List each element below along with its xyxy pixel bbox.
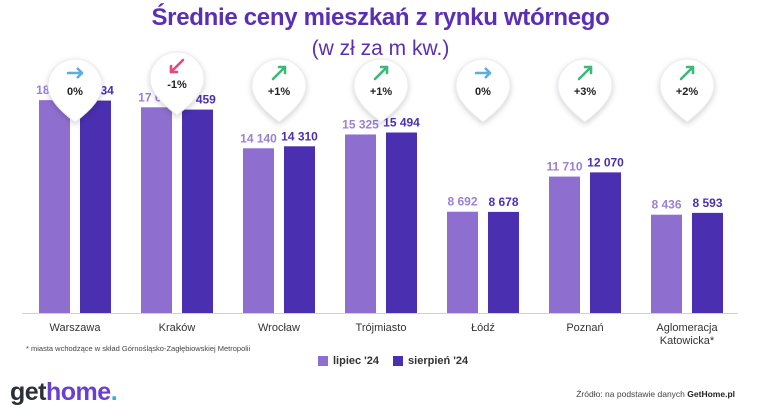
category-label-6-1: Katowicka* — [660, 335, 715, 347]
data-label-2-3: 15 494 — [383, 115, 420, 129]
change-label-6: +2% — [676, 86, 699, 98]
legend: lipiec '24 sierpień '24 — [318, 355, 482, 367]
legend-swatch-series1 — [318, 356, 328, 366]
bar-1-0 — [39, 100, 70, 313]
change-badge-1 — [149, 51, 205, 116]
bar-2-6 — [692, 212, 723, 313]
bar-2-0 — [80, 100, 111, 313]
arrow-up-icon-3 — [379, 65, 389, 75]
bar-1-6 — [651, 214, 682, 313]
bar-2-3 — [386, 132, 417, 313]
change-label-3: +1% — [370, 86, 393, 98]
category-label-2: Wrocław — [258, 322, 300, 334]
source-name: GetHome.pl — [687, 389, 735, 399]
footnote: * miasta wchodzące w skład Górnośląsko-Z… — [26, 344, 251, 353]
brand-dot: . — [110, 378, 118, 406]
data-label-1-4: 8 692 — [447, 195, 477, 209]
arrow-up-icon-5 — [583, 65, 593, 75]
bar-2-1 — [182, 109, 213, 313]
category-label-0: Warszawa — [50, 322, 102, 334]
data-label-2-2: 14 310 — [281, 129, 318, 143]
change-label-1: -1% — [167, 79, 187, 91]
bar-1-5 — [549, 176, 580, 313]
arrow-down-icon-1 — [169, 64, 179, 74]
arrow-shaft-6 — [679, 65, 695, 81]
bar-2-2 — [284, 146, 315, 313]
data-label-1-2: 14 140 — [240, 131, 277, 145]
change-badge-3 — [353, 58, 409, 123]
arrow-up-icon-2 — [277, 65, 287, 75]
source-note: Źródło: na podstawie danych GetHome.pl — [576, 389, 735, 399]
data-label-2-6: 8 593 — [692, 196, 722, 210]
legend-item-series2: sierpień '24 — [393, 355, 468, 367]
arrow-right-icon-0 — [76, 67, 84, 79]
change-badge-2 — [251, 58, 307, 123]
change-badge-6 — [659, 58, 715, 123]
category-label-6-0: Aglomeracja — [656, 322, 718, 334]
arrow-right-icon-4 — [484, 67, 492, 79]
bar-1-4 — [447, 211, 478, 313]
legend-item-series1: lipiec '24 — [318, 355, 379, 367]
data-label-2-5: 12 070 — [587, 155, 624, 169]
category-label-5: Poznań — [566, 322, 603, 334]
change-badge-4 — [455, 58, 511, 123]
change-label-4: 0% — [475, 86, 491, 98]
brand-logo: gethome. — [10, 378, 118, 407]
chart-subtitle: (w zł za m kw.) — [311, 37, 450, 60]
bar-2-4 — [488, 211, 519, 313]
legend-label-series2: sierpień '24 — [408, 355, 469, 367]
data-label-1-6: 8 436 — [651, 198, 681, 212]
change-label-2: +1% — [268, 86, 291, 98]
bar-1-1 — [141, 107, 172, 313]
data-label-2-4: 8 678 — [488, 195, 518, 209]
change-label-0: 0% — [67, 86, 83, 98]
chart-title: Średnie ceny mieszkań z rynku wtórnego — [151, 4, 610, 31]
change-label-5: +3% — [574, 86, 597, 98]
bar-1-2 — [243, 148, 274, 313]
category-label-4: Łódź — [471, 322, 495, 334]
bar-1-3 — [345, 134, 376, 313]
arrow-shaft-1 — [169, 58, 185, 74]
arrow-shaft-2 — [271, 65, 287, 81]
legend-label-series1: lipiec '24 — [333, 355, 380, 367]
change-badge-0 — [47, 58, 103, 123]
brand-home: home — [46, 378, 111, 406]
arrow-shaft-3 — [373, 65, 389, 81]
data-label-1-3: 15 325 — [342, 117, 379, 131]
bar-2-5 — [590, 172, 621, 313]
data-label-1-5: 11 710 — [546, 160, 582, 174]
arrow-shaft-5 — [577, 65, 593, 81]
arrow-up-icon-6 — [685, 65, 695, 75]
legend-swatch-series2 — [393, 356, 404, 366]
category-label-3: Trójmiasto — [356, 322, 407, 334]
brand-get: get — [10, 378, 47, 406]
source-prefix: Źródło: na podstawie danych — [576, 389, 685, 399]
category-label-1: Kraków — [159, 322, 196, 334]
change-badge-5 — [557, 58, 613, 123]
